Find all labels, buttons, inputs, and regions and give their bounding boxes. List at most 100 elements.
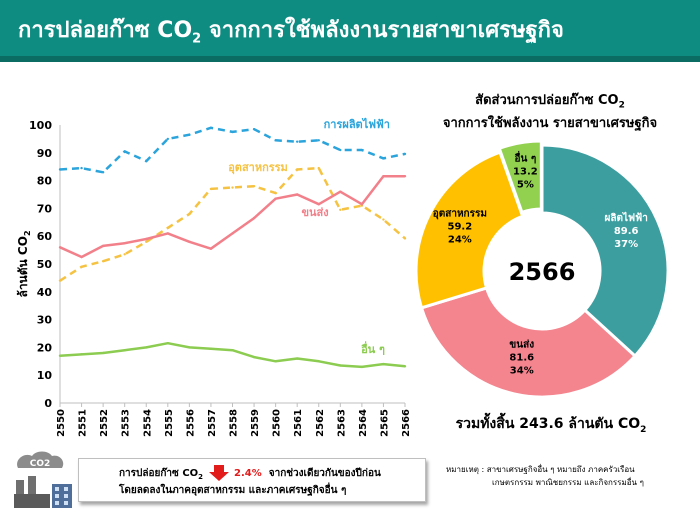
donut-center-label: 2566 xyxy=(509,258,576,286)
data-point xyxy=(360,365,364,369)
data-point xyxy=(101,171,105,174)
slice-label: 81.6 xyxy=(509,353,534,364)
data-point xyxy=(382,218,385,221)
donut-slice xyxy=(540,143,670,359)
data-point xyxy=(295,140,299,143)
y-tick-label: 10 xyxy=(37,369,53,382)
note-line-1: การปล่อยก๊าซ CO2 2.4% จากช่วงเดียวกันของ… xyxy=(119,465,381,481)
data-point xyxy=(231,130,234,134)
data-point xyxy=(209,126,213,129)
slice-label: 5% xyxy=(517,179,534,190)
data-point xyxy=(188,240,191,243)
y-tick-label: 90 xyxy=(37,147,53,160)
data-point xyxy=(339,148,342,152)
slice-label: อุตสาหกรรม xyxy=(433,209,487,220)
series-line-1 xyxy=(59,166,406,282)
data-point xyxy=(101,351,105,355)
x-tick-label: 2561 xyxy=(293,409,304,437)
data-point xyxy=(274,360,277,363)
data-point xyxy=(317,360,320,363)
data-point xyxy=(252,355,256,359)
slice-label: 34% xyxy=(510,366,534,377)
data-point xyxy=(339,364,342,367)
y-tick-label: 20 xyxy=(37,341,53,354)
data-point xyxy=(360,148,364,152)
data-point xyxy=(101,260,105,263)
data-point xyxy=(295,193,299,196)
data-point xyxy=(123,253,126,256)
data-point xyxy=(231,186,234,189)
co2-badge-text: CO2 xyxy=(30,459,51,469)
slice-label: 13.2 xyxy=(513,166,538,177)
data-point xyxy=(101,244,105,248)
data-point xyxy=(403,152,407,156)
factory-co2-icon: CO2 xyxy=(14,451,72,508)
donut-title: สัดส่วนการปล่อยก๊าซ CO2 จากการใช้พลังงาน… xyxy=(442,93,658,131)
data-point xyxy=(80,255,83,259)
donut-slice xyxy=(497,139,543,215)
data-point xyxy=(80,166,83,170)
x-tick-label: 2554 xyxy=(142,409,153,437)
note-panel: การปล่อยก๊าซ CO2 2.4% จากช่วงเดียวกันของ… xyxy=(78,458,426,502)
data-point xyxy=(382,174,385,178)
series-label: อุตสาหกรรม xyxy=(228,161,288,175)
x-tick-label: 2552 xyxy=(99,409,110,437)
data-point xyxy=(123,348,126,352)
data-point xyxy=(188,212,191,216)
note-line-2: โดยลดลงในภาคอุตสาหกรรม และภาคเศรษฐกิจอื่… xyxy=(119,485,347,496)
donut-hole xyxy=(485,214,599,328)
slice-label: 37% xyxy=(614,239,638,250)
data-point xyxy=(145,237,148,241)
donut-slice xyxy=(414,150,525,310)
header-band xyxy=(0,56,700,62)
header-bar: การปล่อยก๊าซ CO2 จากการใช้พลังงานรายสาขา… xyxy=(0,0,700,62)
total-emissions: รวมทั้งสิ้น 243.6 ล้านตัน CO2 xyxy=(455,416,647,435)
slice-label: ขนส่ง xyxy=(509,339,534,351)
y-tick-label: 60 xyxy=(37,230,53,243)
data-point xyxy=(209,247,213,250)
data-point xyxy=(295,357,299,360)
down-arrow-icon xyxy=(208,465,229,481)
data-point xyxy=(317,203,320,206)
data-point xyxy=(403,365,407,368)
data-point xyxy=(317,166,320,170)
slice-label: 59.2 xyxy=(448,222,473,233)
data-point xyxy=(166,137,170,141)
x-tick-label: 2565 xyxy=(379,409,390,437)
y-tick-label: 0 xyxy=(44,397,52,410)
slice-label: ผลิตไฟฟ้า xyxy=(605,211,648,224)
x-tick-label: 2553 xyxy=(121,409,132,437)
data-point xyxy=(145,346,148,349)
data-point xyxy=(209,187,213,191)
data-point xyxy=(274,197,277,200)
data-point xyxy=(123,241,126,245)
data-point xyxy=(231,232,234,235)
data-point xyxy=(123,150,126,153)
data-point xyxy=(403,174,407,178)
series-label: การผลิตไฟฟ้า xyxy=(324,117,390,131)
data-point xyxy=(274,139,277,142)
data-point xyxy=(58,246,62,249)
data-point xyxy=(274,191,277,195)
data-point xyxy=(166,226,170,230)
slice-label: อื่น ๆ xyxy=(515,150,537,164)
y-tick-label: 80 xyxy=(37,175,53,188)
data-point xyxy=(166,342,170,345)
x-tick-label: 2551 xyxy=(78,409,89,437)
slice-label: 24% xyxy=(448,235,472,246)
y-tick-label: 70 xyxy=(37,202,53,215)
x-tick-label: 2566 xyxy=(401,409,412,437)
data-point xyxy=(252,127,256,131)
data-point xyxy=(252,216,256,220)
y-tick-label: 30 xyxy=(37,314,53,327)
data-point xyxy=(166,232,170,235)
data-point xyxy=(188,346,191,349)
x-tick-label: 2558 xyxy=(229,409,240,437)
x-tick-label: 2559 xyxy=(250,409,261,437)
x-tick-label: 2556 xyxy=(185,409,196,437)
data-point xyxy=(58,279,62,282)
data-point xyxy=(145,159,148,163)
data-point xyxy=(339,190,342,193)
data-point xyxy=(295,168,299,171)
